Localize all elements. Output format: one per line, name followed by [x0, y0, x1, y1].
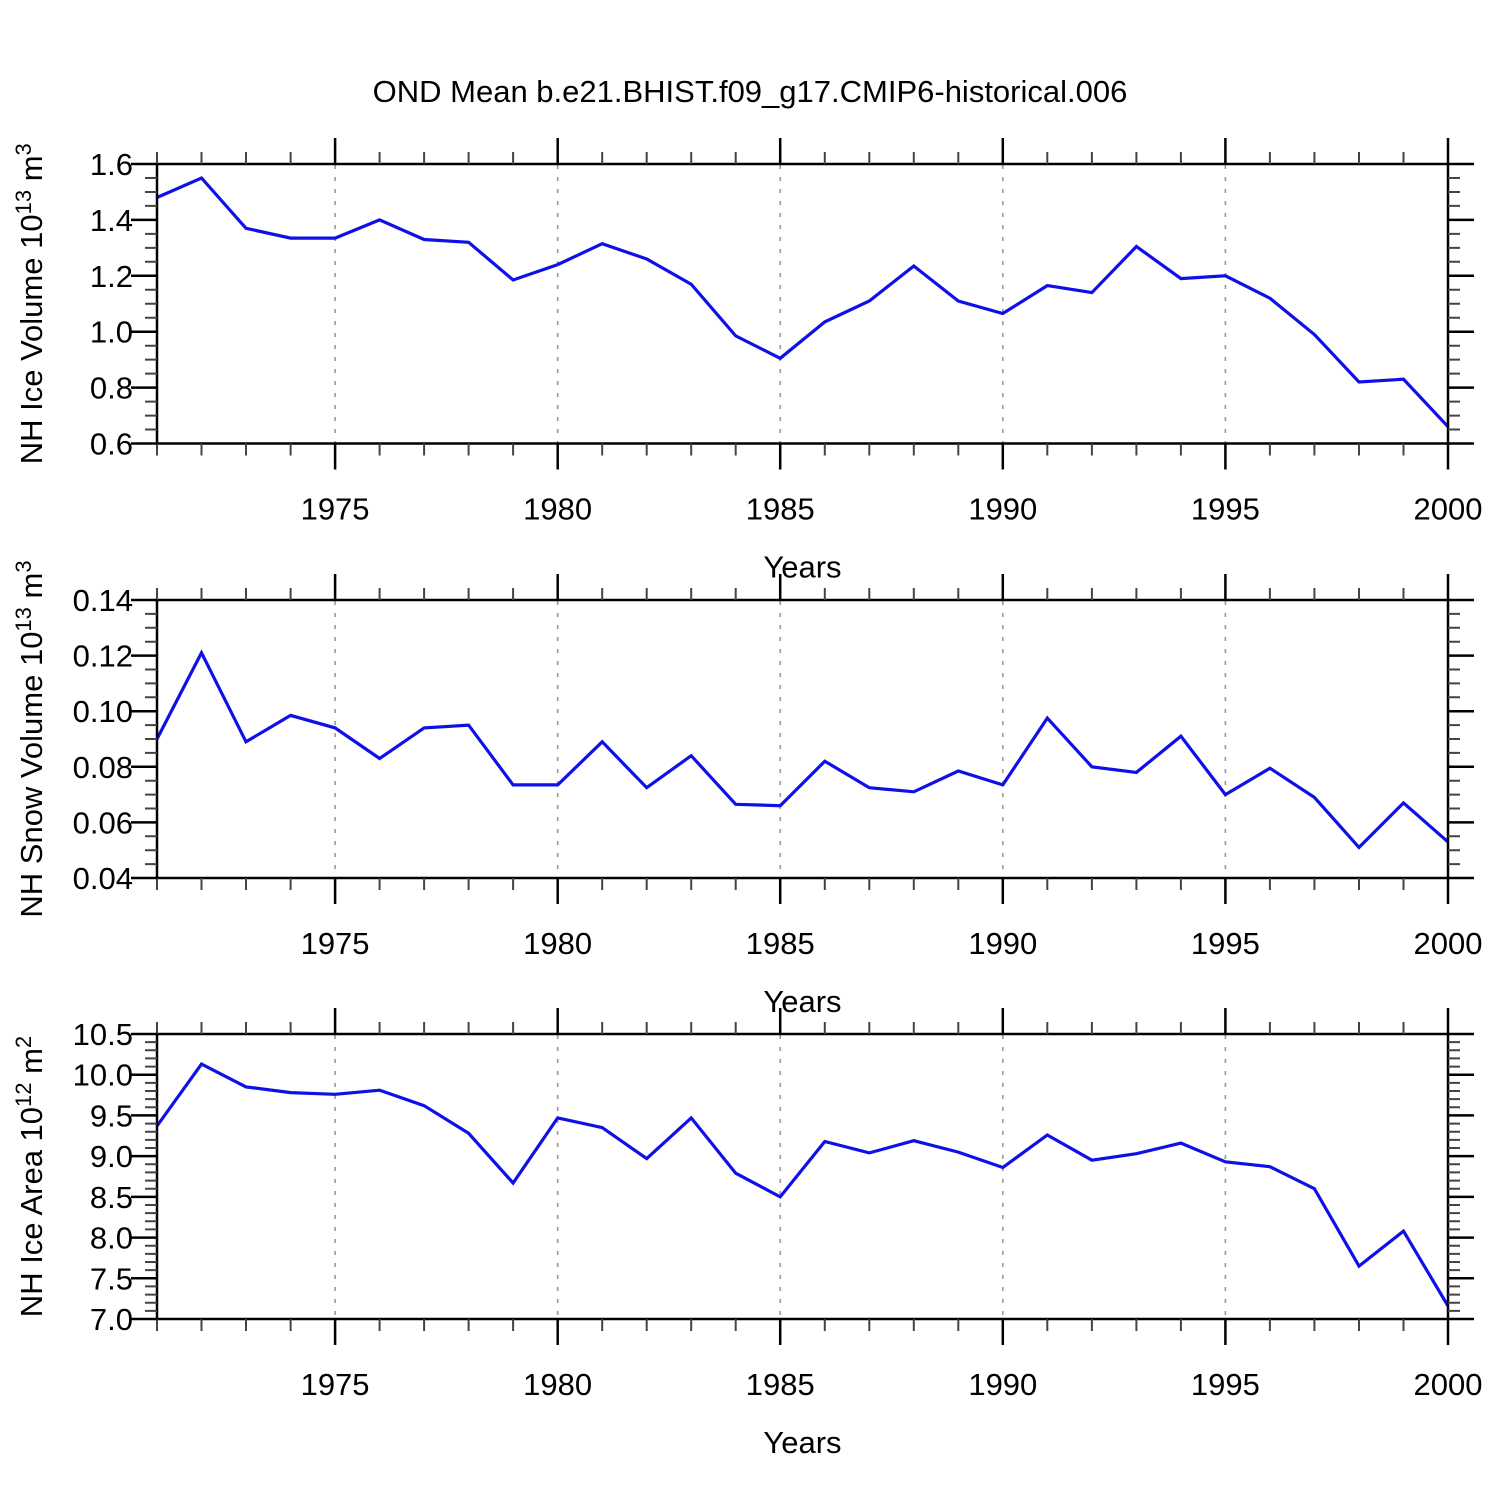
- y-axis-title: NH Snow Volume 1013 m3: [11, 560, 49, 917]
- y-tick-label: 0.04: [73, 861, 133, 896]
- major-ticks: [131, 138, 1474, 470]
- y-tick-label: 8.0: [90, 1221, 133, 1256]
- y-tick-label: 1.0: [90, 315, 133, 350]
- x-tick-label: 2000: [1414, 1367, 1483, 1402]
- major-ticks: [131, 574, 1474, 904]
- y-tick-label: 0.08: [73, 750, 133, 785]
- data-line: [155, 649, 1450, 850]
- minor-ticks: [145, 1022, 1460, 1331]
- y-tick-label: 1.6: [90, 147, 133, 182]
- y-tick-label: 0.8: [90, 371, 133, 406]
- y-tick-label: 0.6: [90, 427, 133, 462]
- x-tick-label: 1975: [301, 926, 370, 961]
- x-tick-label: 1985: [746, 1367, 815, 1402]
- minor-ticks: [145, 152, 1460, 456]
- y-tick-label: 9.5: [90, 1098, 133, 1133]
- y-tick-label: 10.5: [73, 1017, 133, 1052]
- x-tick-label: 1975: [301, 1367, 370, 1402]
- x-tick-label: 2000: [1414, 492, 1483, 527]
- panel-nh-ice-volume: 0.6 0.8 1.0 1.2 1.4 1.6 1975 1980 1985 1990 1995 20…: [11, 138, 1482, 585]
- panel-nh-ice-area: 7.0 7.5 8.0 8.5 9.0 9.5 10.0 10.5 1975 1980 1985 19…: [11, 1008, 1482, 1460]
- x-axis-title: Years: [763, 550, 841, 585]
- y-tick-label: 7.5: [90, 1261, 133, 1296]
- data-line: [156, 176, 1450, 428]
- x-tick-label: 1980: [523, 926, 592, 961]
- x-tick-label: 1985: [746, 492, 815, 527]
- x-tick-label: 1975: [301, 492, 370, 527]
- x-axis-title: Years: [763, 1425, 841, 1460]
- x-tick-label: 1985: [746, 926, 815, 961]
- panel-nh-snow-volume: 0.04 0.06 0.08 0.10 0.12 0.14 1975 1980 1985 1990…: [11, 560, 1482, 1019]
- minor-ticks: [145, 588, 1460, 890]
- x-tick-label: 1980: [523, 492, 592, 527]
- x-tick-label: 1990: [968, 1367, 1037, 1402]
- y-tick-label: 7.0: [90, 1302, 133, 1337]
- x-tick-label: 1980: [523, 1367, 592, 1402]
- x-tick-label: 1990: [968, 492, 1037, 527]
- y-tick-label: 0.12: [73, 639, 133, 674]
- y-tick-label: 1.4: [90, 203, 133, 238]
- x-tick-label: 2000: [1414, 926, 1483, 961]
- y-tick-label: 9.0: [90, 1139, 133, 1174]
- x-tick-label: 1995: [1191, 926, 1260, 961]
- y-tick-label: 1.2: [90, 259, 133, 294]
- chart-title: OND Mean b.e21.BHIST.f09_g17.CMIP6-histo…: [373, 74, 1128, 109]
- y-tick-label: 8.5: [90, 1180, 133, 1215]
- major-ticks: [131, 1008, 1474, 1345]
- y-axis-title: NH Ice Volume 1013 m3: [11, 143, 49, 464]
- y-tick-label: 0.14: [73, 583, 133, 618]
- y-axis-title: NH Ice Area 1012 m2: [11, 1036, 49, 1317]
- data-line: [155, 1062, 1450, 1307]
- y-tick-label: 10.0: [73, 1058, 133, 1093]
- x-axis-title: Years: [763, 984, 841, 1019]
- x-tick-label: 1995: [1191, 1367, 1260, 1402]
- y-tick-label: 0.06: [73, 805, 133, 840]
- x-tick-label: 1990: [968, 926, 1037, 961]
- x-tick-label: 1995: [1191, 492, 1260, 527]
- axis-frame: [155, 1032, 1450, 1321]
- y-tick-label: 0.10: [73, 694, 133, 729]
